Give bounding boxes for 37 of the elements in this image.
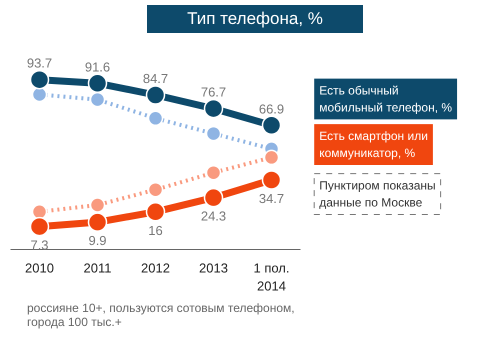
- data-label: 24.3: [200, 208, 226, 224]
- data-label: 16: [148, 222, 163, 238]
- point: [90, 92, 106, 108]
- data-label: 93.7: [26, 56, 52, 71]
- point: [262, 170, 282, 190]
- point: [88, 74, 108, 94]
- x-tick-label: 1 пол. 2014: [253, 260, 290, 294]
- point: [204, 98, 224, 118]
- text: Пунктиром показаны данные по Москве: [319, 178, 436, 210]
- data-label: 7.3: [30, 238, 49, 253]
- data-label: 9.9: [88, 233, 107, 248]
- x-tick-label: 2013: [199, 260, 228, 276]
- point: [206, 164, 222, 180]
- point: [206, 126, 222, 142]
- point: [146, 85, 166, 105]
- data-label: 84.7: [142, 71, 168, 86]
- data-label: 76.7: [200, 84, 226, 100]
- point: [30, 70, 50, 90]
- data-label: 34.7: [258, 191, 284, 206]
- text: Есть обычный мобильный телефон, %: [319, 84, 452, 114]
- data-label: 91.6: [84, 59, 110, 74]
- point: [204, 188, 224, 208]
- point: [148, 110, 164, 126]
- point: [148, 182, 164, 198]
- point: [90, 197, 106, 213]
- text: россияне 10+, пользуются сотовым телефоном, города 100 тыс.+: [26, 301, 296, 329]
- x-tick-label: 2012: [141, 260, 170, 276]
- x-tick-label: 2011: [84, 260, 112, 276]
- x-tick-label: 2010: [25, 260, 54, 276]
- point: [88, 212, 108, 232]
- text: Есть смартфон или коммуникатор, %: [319, 129, 428, 160]
- point: [262, 116, 282, 135]
- point: [30, 216, 50, 236]
- point: [264, 150, 280, 166]
- chart-title: Тип телефона, %: [147, 5, 363, 33]
- data-label: 66.9: [258, 101, 284, 116]
- point: [146, 202, 166, 222]
